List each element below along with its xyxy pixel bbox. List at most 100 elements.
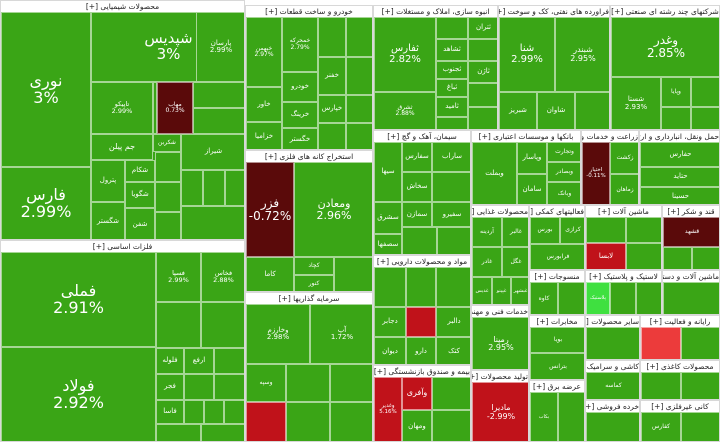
tile-ramina[interactable]: رمپنا 2.95%: [472, 317, 528, 369]
tile-sub-a5[interactable]: [318, 123, 346, 149]
tile-vesaderat[interactable]: وبصادر: [547, 162, 580, 182]
tile-sub-p4[interactable]: [406, 307, 436, 337]
tile-sub-f1[interactable]: [575, 92, 609, 129]
tile-sub-tr1[interactable]: [586, 412, 639, 441]
tile-sub-p3[interactable]: [436, 267, 470, 307]
tile-takhd[interactable]: ثتران: [468, 17, 497, 39]
tile-sub-p2[interactable]: [406, 267, 436, 307]
tile-ghabar[interactable]: غالبر: [502, 217, 528, 247]
tile-ghandh[interactable]: قشهد: [663, 217, 719, 247]
tile-ghgol[interactable]: غگل: [502, 247, 528, 277]
tile-sub-pp2[interactable]: [681, 372, 719, 399]
tile-ketak[interactable]: کتک: [436, 337, 470, 364]
tile-vasamin[interactable]: ومهان: [402, 410, 432, 441]
tile-vetejarat[interactable]: وتجارت: [547, 142, 580, 162]
tile-sub-j[interactable]: [181, 206, 244, 239]
tile-vaafari[interactable]: وآفری: [402, 377, 432, 410]
tile-bovi[interactable]: بویا: [530, 327, 584, 353]
tile-semazan[interactable]: سمازن: [402, 202, 432, 227]
tile-seshargh[interactable]: سشرق: [374, 202, 402, 234]
tile-divan[interactable]: دیوان: [374, 337, 406, 364]
tile-haffars[interactable]: حفارس: [640, 142, 719, 167]
tile-sub-c2[interactable]: [402, 227, 437, 254]
tile-dejaber[interactable]: دجابر: [374, 307, 406, 337]
tile-kavor[interactable]: کنور: [294, 275, 334, 291]
tile-jam[interactable]: جم پیلن: [91, 134, 153, 160]
tile-fajr[interactable]: فجر: [156, 374, 184, 400]
tile-sub-op1[interactable]: [586, 327, 639, 359]
tile-kefars[interactable]: کفارس: [641, 412, 681, 441]
tile-sefars[interactable]: سفارس: [402, 142, 432, 172]
tile-sub-d[interactable]: [155, 152, 181, 182]
tile-sub-i1[interactable]: [286, 364, 330, 402]
tile-shavan[interactable]: شاوان: [537, 92, 575, 129]
tile-sub-k1[interactable]: [334, 257, 372, 291]
tile-zaghan[interactable]: زکشت: [610, 142, 638, 174]
tile-vsaipa[interactable]: وسپه: [246, 364, 286, 402]
tile-sub-rb2[interactable]: [636, 282, 661, 314]
tile-saman[interactable]: سامان: [517, 174, 547, 204]
tile-fmeli[interactable]: فملی 2.91%: [1, 252, 156, 347]
tile-sub-b[interactable]: [193, 82, 244, 108]
tile-fazar[interactable]: فزر -0.72%: [246, 162, 294, 257]
tile-tamid[interactable]: ثامید: [436, 97, 468, 117]
tile-tajnoob[interactable]: ثجنوب: [436, 61, 468, 79]
tile-sub-m9[interactable]: [201, 424, 244, 441]
tile-sub-m8[interactable]: [156, 424, 201, 441]
tile-khfanar[interactable]: خفنر: [318, 57, 346, 95]
tile-sub-sp1[interactable]: [558, 392, 584, 441]
tile-vabank[interactable]: وبانک: [547, 182, 580, 204]
tile-shebandar[interactable]: شبندر 2.95%: [555, 17, 609, 92]
tile-sub-r2[interactable]: [468, 39, 497, 61]
tile-tabagh[interactable]: ثباغ: [436, 79, 468, 97]
tile-mahab[interactable]: مهاب 0.73%: [157, 82, 193, 134]
tile-sub-r5[interactable]: [436, 117, 468, 129]
tile-ghazar[interactable]: غدیس: [472, 277, 492, 304]
tile-sub-g[interactable]: [181, 170, 203, 206]
tile-madira[interactable]: مادیرا -2.99%: [472, 382, 528, 441]
tile-hkhazar[interactable]: حتاید: [640, 167, 719, 187]
tile-ardaina[interactable]: آردینه: [472, 217, 502, 247]
tile-vaghadir[interactable]: وغدیر 5.16%: [374, 377, 402, 441]
tile-ghadir[interactable]: غادر: [472, 247, 502, 277]
tile-shgoya[interactable]: شگویا: [125, 182, 155, 208]
tile-khepars[interactable]: خپارس: [318, 95, 346, 123]
tile-keradar[interactable]: کرازی: [560, 217, 584, 244]
tile-sub-el1[interactable]: [663, 282, 719, 314]
tile-sub-sg2[interactable]: [692, 247, 719, 269]
tile-shekarbon[interactable]: شکربن: [153, 134, 181, 152]
tile-hsina[interactable]: حسینا: [640, 187, 719, 204]
tile-kharing[interactable]: خرینگ: [282, 102, 318, 128]
tile-sub-i4[interactable]: [286, 402, 330, 441]
tile-sub-mc2[interactable]: [626, 217, 661, 243]
tile-sub-a2[interactable]: [346, 17, 372, 57]
tile-sub-a4[interactable]: [346, 95, 372, 123]
tile-sub-a6[interactable]: [346, 123, 372, 149]
tile-khebahman[interactable]: خبهمن 2.97%: [246, 17, 282, 87]
tile-sub-f[interactable]: [155, 212, 181, 239]
tile-sekhash[interactable]: سخاش: [402, 172, 432, 202]
tile-sub-s2[interactable]: [432, 410, 470, 441]
tile-shasta[interactable]: شستا 2.93%: [611, 77, 661, 129]
tile-sub-r3[interactable]: [468, 83, 497, 107]
tile-sub-m7[interactable]: [224, 400, 244, 424]
tile-zmagh[interactable]: زماهان: [610, 174, 638, 204]
tile-shekam[interactable]: شکام: [125, 160, 155, 182]
tile-fesepahan[interactable]: فسپا 2.99%: [156, 252, 201, 302]
tile-sub-s1[interactable]: [432, 377, 470, 410]
tile-fokhas[interactable]: فخاس 2.88%: [201, 252, 244, 302]
tile-fars[interactable]: فارس 2.99%: [1, 167, 91, 239]
tile-ghpina[interactable]: غپینو: [492, 277, 511, 304]
tile-sub-x2[interactable]: [661, 107, 691, 129]
tile-sub-cp1[interactable]: [641, 327, 681, 359]
tile-sub-pp1[interactable]: [641, 372, 681, 399]
tile-sub-i3[interactable]: [246, 402, 286, 441]
tile-faroos[interactable]: [156, 302, 201, 348]
tile-petrol[interactable]: پترول: [91, 160, 125, 202]
tile-faravar[interactable]: فرابورس: [530, 244, 584, 269]
tile-khmoharreka[interactable]: خمحرکه 2.79%: [282, 17, 318, 72]
tile-daro[interactable]: دارو: [406, 337, 436, 364]
tile-pelastic[interactable]: پلاستیک: [586, 282, 610, 314]
tile-khgostar[interactable]: خگستر: [282, 128, 318, 149]
tile-vebmellat[interactable]: وبملت: [472, 142, 517, 204]
